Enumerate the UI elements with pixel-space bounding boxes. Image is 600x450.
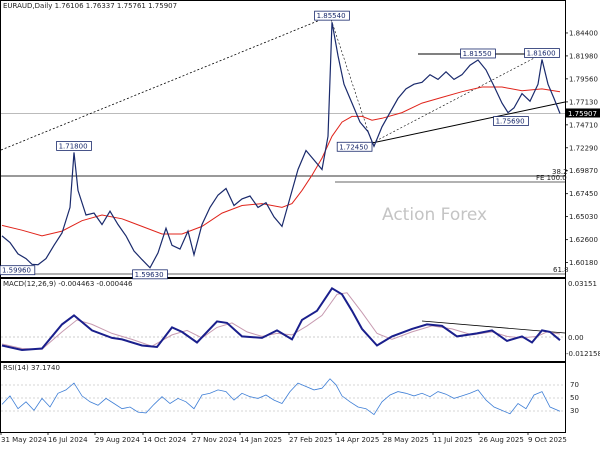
moving-average-line	[1, 86, 561, 237]
current-price-label: 1.75907	[568, 110, 597, 118]
date-tick-label: 27 Feb 2025	[289, 436, 333, 444]
annotation-label: 1.71800	[59, 142, 88, 150]
annotation-box	[314, 10, 350, 21]
price-tick-label: 1.62600	[569, 236, 598, 244]
annotation-label: 1.75690	[496, 118, 525, 126]
annotation-box	[493, 116, 529, 126]
date-tick-label: 11 Jul 2025	[433, 436, 473, 444]
macd-panel-title: MACD(12,26,9) -0.004463 -0.000446	[3, 280, 133, 288]
price-series	[1, 22, 561, 269]
fib-38-label: 38.2	[552, 168, 568, 176]
dashed-drop-line	[329, 15, 373, 144]
price-tick-label: 1.65030	[569, 213, 598, 221]
annotation-box	[460, 48, 496, 59]
price-tick-label: 1.67450	[569, 190, 598, 198]
price-tick-label: 1.74710	[569, 121, 598, 129]
annotation-label: 1.72450	[339, 143, 368, 151]
macd-axis-zero: 0.00	[568, 334, 584, 342]
date-tick-label: 29 Aug 2024	[95, 436, 140, 444]
fib-61-label: 61.8	[553, 266, 569, 274]
date-tick-label: 9 Oct 2025	[528, 436, 567, 444]
price-tick-label: 1.72290	[569, 144, 598, 152]
date-tick-label: 28 May 2025	[383, 436, 429, 444]
date-tick-label: 14 Oct 2024	[143, 436, 187, 444]
annotation-box	[132, 269, 168, 280]
annotation-label: 1.81550	[463, 50, 492, 58]
price-panel-frame	[0, 0, 566, 278]
fe-100-label: FE 100.0	[536, 174, 567, 182]
date-tick-label: 16 Jul 2024	[48, 436, 88, 444]
price-annotations: 1.85540 1.81550 1.81600 1.71800 1.72450 1.756…	[0, 10, 560, 280]
rsi-panel-title: RSI(14) 37.1740	[3, 364, 60, 372]
annotation-label: 1.59630	[135, 271, 164, 279]
annotation-box	[56, 141, 92, 151]
macd-line	[1, 286, 561, 352]
annotation-box	[524, 48, 560, 58]
annotation-label: 1.85540	[317, 12, 346, 20]
annotation-label: 1.59960	[2, 267, 31, 275]
price-tick-label: 1.79560	[569, 75, 598, 83]
rsi-axis-50: 50	[570, 394, 579, 402]
price-tick-label: 1.69870	[569, 167, 598, 175]
current-price-tag	[566, 108, 600, 118]
macd-axis-bottom: -0.012158	[566, 350, 600, 358]
date-tick-label: 14 Jan 2025	[240, 436, 282, 444]
rsi-axis-30: 30	[570, 407, 579, 415]
macd-signal-line	[1, 292, 561, 350]
price-tick-label: 1.77130	[569, 98, 598, 106]
date-tick-label: 31 May 2024	[1, 436, 47, 444]
rsi-axis-70: 70	[570, 381, 579, 389]
annotation-box	[0, 265, 36, 276]
price-tick-label: 1.60180	[569, 259, 598, 267]
price-tick-label: 1.84400	[569, 29, 598, 37]
date-tick-label: 27 Nov 2024	[192, 436, 237, 444]
date-tick-label: 26 Aug 2025	[479, 436, 524, 444]
price-tick-label: 1.81980	[569, 52, 598, 60]
rsi-panel-frame	[0, 362, 566, 433]
date-x-axis: 31 May 2024 16 Jul 2024 29 Aug 2024 14 Oct …	[0, 432, 567, 444]
annotation-label: 1.81600	[527, 50, 556, 58]
rsi-line	[1, 378, 561, 416]
watermark: Action Forex	[382, 205, 487, 225]
dashed-trendline	[0, 15, 331, 151]
macd-axis-top: 0.03151	[568, 280, 597, 288]
price-panel-title: EURAUD,Daily 1.76106 1.76337 1.75761 1.7…	[3, 2, 177, 10]
support-trendline	[371, 101, 566, 144]
date-tick-label: 14 Apr 2025	[336, 436, 379, 444]
macd-panel-frame	[0, 278, 566, 362]
price-y-axis: 1.84400 1.81980 1.79560 1.77130 1.74710 1.722…	[565, 29, 598, 267]
annotation-box	[336, 141, 373, 152]
